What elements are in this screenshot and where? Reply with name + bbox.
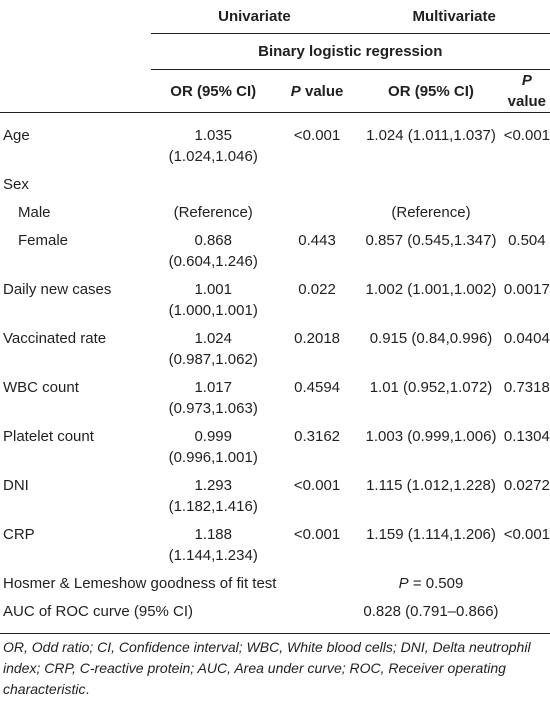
auc-label: AUC of ROC curve (95% CI) xyxy=(3,603,194,620)
univariate-p: 0.443 xyxy=(298,232,336,249)
table-row-platelet-count: Platelet count 0.999 (0.996,1.001) 0.316… xyxy=(0,419,550,468)
univariate-or: (Reference) xyxy=(173,204,253,221)
univariate-or-header: OR (95% CI) xyxy=(150,69,276,113)
p-rest: value xyxy=(507,93,547,110)
table-row-daily-new-cases: Daily new cases 1.001 (1.000,1.001) 0.02… xyxy=(0,272,550,321)
row-label: WBC count xyxy=(3,379,79,396)
univariate-or: 1.293 (1.182,1.416) xyxy=(168,477,258,515)
table-row-hosmer: Hosmer & Lemeshow goodness of fit test P… xyxy=(0,566,550,594)
multivariate-p: 0.0404 xyxy=(503,330,550,347)
p-italic: P xyxy=(290,82,301,100)
p-italic: P xyxy=(521,72,532,89)
table-row-age: Age 1.035 (1.024,1.046) <0.001 1.024 (1.… xyxy=(0,113,550,168)
table-row-wbc-count: WBC count 1.017 (0.973,1.063) 0.4594 1.0… xyxy=(0,370,550,419)
table-row-dni: DNI 1.293 (1.182,1.416) <0.001 1.115 (1.… xyxy=(0,468,550,517)
multivariate-p: 0.7318 xyxy=(503,379,550,396)
univariate-p: <0.001 xyxy=(293,127,341,144)
header-row-2: Binary logistic regression xyxy=(0,33,550,70)
multivariate-p: <0.001 xyxy=(503,526,550,543)
multivariate-p-header: P value xyxy=(503,69,550,113)
multivariate-p: 0.0017 xyxy=(503,281,550,298)
header-row-1: Univariate Multivariate xyxy=(0,0,550,34)
method-header: Binary logistic regression xyxy=(150,33,550,70)
multivariate-p: 0.1304 xyxy=(503,428,550,445)
row-label: DNI xyxy=(3,477,29,494)
p-italic: P xyxy=(398,575,409,592)
multivariate-or: 1.115 (1.012,1.228) xyxy=(366,477,496,494)
multivariate-or: 1.01 (0.952,1.072) xyxy=(369,379,493,396)
multivariate-or: 0.915 (0.84,0.996) xyxy=(369,330,493,347)
footnote-period: . xyxy=(85,681,90,697)
p-rest: value xyxy=(300,82,344,100)
hosmer-p: = 0.509 xyxy=(408,575,464,592)
multivariate-or: (Reference) xyxy=(391,204,471,221)
univariate-p: <0.001 xyxy=(293,477,341,494)
header-row-3: OR (95% CI) P value OR (95% CI) P value xyxy=(0,69,550,113)
multivariate-or: 1.003 (0.999,1.006) xyxy=(365,428,497,445)
univariate-or: 1.001 (1.000,1.001) xyxy=(168,281,258,319)
row-label: Age xyxy=(3,127,30,144)
univariate-or: 1.188 (1.144,1.234) xyxy=(168,526,258,564)
regression-table: Univariate Multivariate Binary logistic … xyxy=(0,0,550,632)
table-row-sex: Sex xyxy=(0,167,550,195)
auc-value: 0.828 (0.791–0.866) xyxy=(363,603,499,620)
univariate-p: 0.4594 xyxy=(294,379,341,396)
univariate-p: <0.001 xyxy=(293,526,341,543)
multivariate-p: 0.0272 xyxy=(503,477,550,494)
row-label: Platelet count xyxy=(3,428,94,445)
multivariate-or: 0.857 (0.545,1.347) xyxy=(365,232,497,249)
multivariate-or-header: OR (95% CI) xyxy=(358,69,504,113)
table-bottom-rule xyxy=(0,633,550,634)
row-label: Sex xyxy=(3,176,29,193)
row-label: Vaccinated rate xyxy=(3,330,107,347)
row-label: Daily new cases xyxy=(3,281,112,298)
univariate-p-header: P value xyxy=(275,69,359,113)
multivariate-or: 1.024 (1.011,1.037) xyxy=(366,127,496,144)
multivariate-or: 1.002 (1.001,1.002) xyxy=(365,281,497,298)
table-footnote: OR, Odd ratio; CI, Confidence interval; … xyxy=(3,637,543,700)
hosmer-label: Hosmer & Lemeshow goodness of fit test xyxy=(3,575,277,592)
table-row-vaccinated-rate: Vaccinated rate 1.024 (0.987,1.062) 0.20… xyxy=(0,321,550,370)
multivariate-p: <0.001 xyxy=(503,127,550,144)
univariate-p: 0.2018 xyxy=(294,330,341,347)
table-row-female: Female 0.868 (0.604,1.246) 0.443 0.857 (… xyxy=(0,223,550,272)
table-row-male: Male (Reference) (Reference) xyxy=(0,195,550,223)
univariate-or: 1.024 (0.987,1.062) xyxy=(168,330,258,368)
univariate-or: 1.017 (0.973,1.063) xyxy=(168,379,258,417)
multivariate-p: 0.504 xyxy=(508,232,546,249)
row-label: CRP xyxy=(3,526,35,543)
univariate-or: 0.999 (0.996,1.001) xyxy=(168,428,258,466)
multivariate-or: 1.159 (1.114,1.206) xyxy=(366,526,496,543)
footnote-text: OR, Odd ratio; CI, Confidence interval; … xyxy=(3,639,531,697)
univariate-or: 0.868 (0.604,1.246) xyxy=(168,232,258,270)
row-label: Female xyxy=(18,232,69,249)
univariate-p: 0.3162 xyxy=(294,428,341,445)
table-row-crp: CRP 1.188 (1.144,1.234) <0.001 1.159 (1.… xyxy=(0,517,550,566)
table-row-auc: AUC of ROC curve (95% CI) 0.828 (0.791–0… xyxy=(0,594,550,632)
univariate-header: Univariate xyxy=(218,8,291,25)
row-label: Male xyxy=(18,204,51,221)
univariate-or: 1.035 (1.024,1.046) xyxy=(168,127,258,165)
multivariate-header: Multivariate xyxy=(412,8,496,25)
hosmer-value: P = 0.509 xyxy=(358,566,503,594)
univariate-p: 0.022 xyxy=(298,281,336,298)
